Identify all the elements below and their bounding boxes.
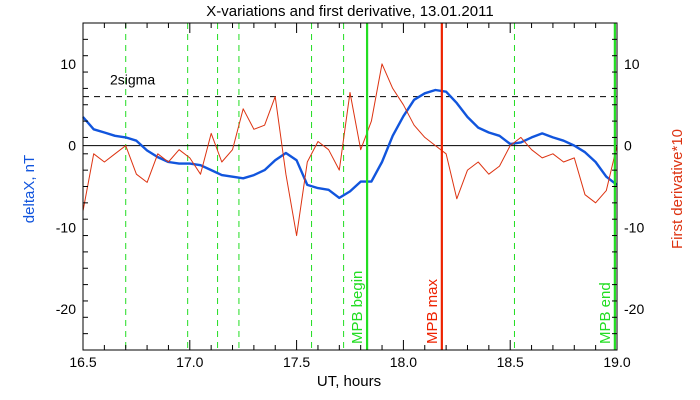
plot-area: 2sigma MPB begin MPB max MPB end 16.5 17.0 17.… [56,22,644,370]
y-tick-label-left-1: 0 [68,138,76,154]
series-line-0 [82,88,618,200]
x-tick-label-2: 17.5 [283,354,310,370]
y-tick-label-right-3: -20 [624,301,644,317]
x-tick-label-0: 16.5 [69,354,96,370]
y-tick-label-right-0: 10 [624,56,640,72]
y-tick-label-right-1: 0 [624,138,632,154]
y-axis-left-label: deltaX, nT [21,155,38,223]
series-line-1 [82,63,618,237]
y-tick-label-left-0: 10 [60,56,76,72]
x-tick-label-5: 19.0 [603,354,630,370]
threshold-label: 2sigma [110,72,155,88]
marker-label-0: MPB begin [349,271,366,344]
x-tick-label-4: 18.5 [497,354,524,370]
chart-title: X-variations and first derivative, 13.01… [206,3,493,20]
y-tick-label-left-3: -20 [56,301,76,317]
y-tick-label-right-2: -10 [624,219,644,235]
marker-label-2: MPB end [597,282,614,344]
x-axis-label: UT, hours [317,373,381,390]
y-tick-label-left-2: -10 [56,219,76,235]
x-tick-label-3: 18.0 [390,354,417,370]
marker-label-1: MPB max [424,278,441,344]
x-tick-label-1: 17.0 [176,354,203,370]
y-axis-right-label: First derivative*10 [669,129,686,249]
